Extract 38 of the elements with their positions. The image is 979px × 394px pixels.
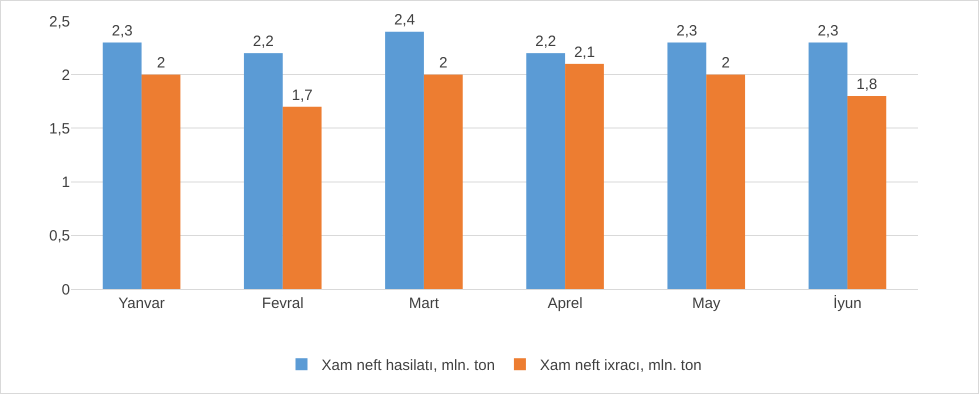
legend-label: Xam neft ixracı, mln. ton bbox=[540, 357, 702, 374]
y-tick-label: 1,5 bbox=[49, 120, 70, 138]
bar bbox=[565, 64, 604, 289]
bar bbox=[102, 42, 142, 289]
bar bbox=[808, 42, 848, 289]
data-label: 2,3 bbox=[676, 22, 698, 40]
data-label: 2,3 bbox=[818, 22, 838, 40]
y-tick-label: 0,5 bbox=[49, 228, 70, 245]
y-tick-label: 2 bbox=[62, 66, 70, 84]
x-tick-label: İyun bbox=[833, 294, 862, 312]
x-tick-label: Yanvar bbox=[118, 295, 165, 312]
data-label: 2,2 bbox=[252, 33, 274, 50]
x-tick-label: Aprel bbox=[548, 295, 583, 312]
data-label: 2,4 bbox=[394, 12, 415, 29]
data-label: 2,2 bbox=[535, 33, 556, 50]
data-label: 2,1 bbox=[574, 44, 595, 61]
x-tick-label: Fevral bbox=[262, 295, 304, 312]
x-tick-label: May bbox=[692, 295, 721, 312]
y-tick-label: 0 bbox=[62, 281, 70, 298]
legend-label: Xam neft hasilatı, mln. ton bbox=[322, 357, 495, 374]
data-label: 2,3 bbox=[112, 22, 133, 40]
bar bbox=[667, 42, 706, 289]
y-tick-label: 2,5 bbox=[49, 13, 70, 30]
bar bbox=[526, 53, 566, 289]
data-label: 2 bbox=[156, 54, 166, 72]
x-tick-label: Mart bbox=[408, 295, 440, 312]
bar bbox=[424, 74, 463, 289]
data-label: 1,7 bbox=[292, 86, 313, 104]
data-label: 1,8 bbox=[856, 76, 878, 94]
bar bbox=[142, 74, 180, 289]
data-label: 2 bbox=[721, 54, 730, 72]
data-label: 2 bbox=[439, 54, 448, 72]
bar bbox=[706, 74, 746, 289]
y-tick-label: 1 bbox=[62, 174, 70, 192]
bar bbox=[244, 53, 283, 289]
bar bbox=[282, 106, 322, 289]
bar bbox=[385, 32, 424, 289]
bar bbox=[847, 96, 886, 289]
